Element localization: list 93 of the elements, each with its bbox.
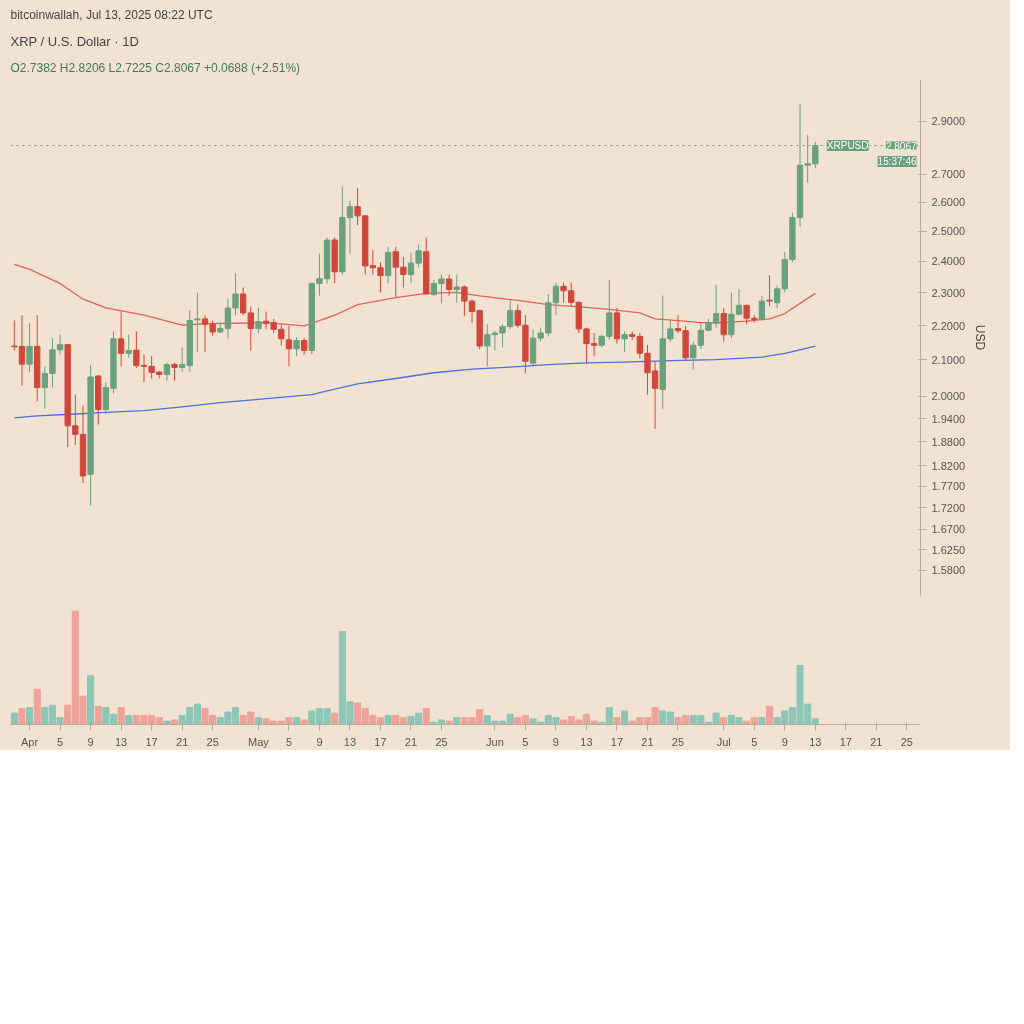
- x-tick-label: 17: [839, 735, 852, 748]
- x-tick-label: 9: [781, 735, 788, 748]
- bar: [117, 707, 125, 725]
- x-tick-label: 5: [751, 735, 758, 748]
- bar: [254, 717, 262, 725]
- candlestick: [445, 274, 453, 297]
- x-tick-label: 21: [641, 735, 654, 748]
- candlestick: [766, 274, 773, 307]
- candlestick: [255, 307, 262, 334]
- bar: [300, 719, 308, 725]
- candlestick: [720, 307, 727, 343]
- ref-line-label: XRPUSD: [826, 140, 869, 152]
- x-tick-label: 25: [900, 735, 913, 748]
- candlestick: [484, 323, 491, 367]
- x-tick-label: 9: [316, 735, 323, 748]
- bar: [18, 708, 26, 725]
- candlestick: [384, 246, 392, 284]
- x-tick-label: 9: [552, 735, 559, 748]
- bar: [125, 714, 133, 725]
- bar: [170, 719, 179, 725]
- bar: [163, 720, 171, 725]
- x-tick-label: 13: [343, 735, 357, 748]
- bar: [26, 707, 34, 725]
- y-tick-label: 1.9400: [931, 412, 966, 425]
- x-tick-label: Apr: [21, 735, 39, 748]
- candlestick: [552, 282, 560, 316]
- bar: [613, 717, 621, 725]
- x-tick-label: 5: [522, 735, 529, 748]
- bar: [87, 675, 95, 725]
- candlestick: [453, 274, 460, 304]
- bar: [293, 717, 301, 725]
- candlestick: [117, 311, 125, 367]
- x-tick-label: 21: [404, 735, 418, 748]
- text: bitcoinwallah, Jul 13, 2025 08:22 UTC: [10, 7, 213, 22]
- x-tick-label: 25: [206, 735, 219, 748]
- bar: [445, 720, 453, 725]
- y-tick-label: 2.1000: [931, 353, 966, 366]
- bar: [758, 717, 766, 725]
- x-tick-label: 13: [114, 735, 128, 748]
- bar: [384, 714, 392, 725]
- x-tick-label: 5: [285, 735, 292, 748]
- candlestick: [621, 330, 628, 353]
- x-tick-label: May: [248, 735, 270, 748]
- chart-title: XRP / U.S. Dollar · 1D: [10, 33, 139, 49]
- candlestick: [26, 322, 33, 373]
- x-tick-label: 25: [671, 735, 685, 748]
- candlestick: [293, 336, 300, 357]
- x-tick-label: 17: [610, 735, 624, 748]
- line-series: [13, 345, 816, 419]
- bar: [94, 705, 102, 725]
- bar: [33, 688, 41, 725]
- y-tick-label: 1.5800: [931, 564, 966, 577]
- y-tick-label: 1.6700: [931, 523, 966, 536]
- bar: [453, 717, 461, 725]
- y-tick-label: 2.7000: [931, 168, 966, 181]
- bar: [422, 708, 430, 725]
- x-tick-label: 17: [374, 735, 387, 748]
- candlestick: [285, 325, 293, 367]
- y-tick-label: 2.0000: [931, 390, 966, 403]
- candlestick: [56, 334, 64, 355]
- x-tick-label: 21: [870, 735, 883, 748]
- x-tick-label: 13: [580, 735, 593, 748]
- x-tick-label: Jun: [486, 735, 504, 748]
- bar: [10, 712, 18, 725]
- y-tick-label: 2.4000: [931, 255, 966, 268]
- bar: [765, 705, 774, 725]
- y-tick-label: 1.7200: [931, 501, 966, 514]
- x-tick-label: 5: [57, 735, 64, 748]
- y-tick-label: 2.2000: [931, 319, 966, 332]
- x-tick-label: 17: [145, 735, 158, 748]
- chart-subtitle: O2.7382 H2.8206 L2.7225 C2.8067 +0.0688 (+2.51%): [10, 60, 301, 75]
- x-tick-label: 13: [809, 735, 822, 748]
- annotation: 2.8067: [885, 140, 917, 152]
- annotation: 15:37:46: [877, 156, 917, 168]
- x-tick-label: 9: [87, 735, 94, 748]
- bar: [720, 717, 728, 725]
- candlestick: [194, 292, 201, 353]
- y-tick-label: 2.6000: [931, 196, 966, 209]
- y-tick-label: 1.8200: [931, 459, 966, 472]
- y-tick-label: 2.5000: [931, 225, 966, 238]
- y-axis-title: USD: [973, 324, 988, 351]
- bar: [331, 712, 339, 725]
- y-tick-label: 2.9000: [931, 115, 966, 128]
- y-tick-label: 2.3000: [931, 286, 966, 299]
- candlestick: [758, 295, 766, 322]
- x-tick-label: 25: [435, 735, 448, 748]
- x-tick-label: 21: [176, 735, 189, 748]
- y-tick-label: 1.7700: [931, 480, 966, 493]
- y-tick-label: 1.8800: [931, 435, 966, 448]
- y-tick-label: 1.6250: [931, 543, 966, 556]
- x-tick-label: Jul: [716, 735, 731, 748]
- bar: [621, 710, 629, 725]
- candlestick: [125, 334, 132, 359]
